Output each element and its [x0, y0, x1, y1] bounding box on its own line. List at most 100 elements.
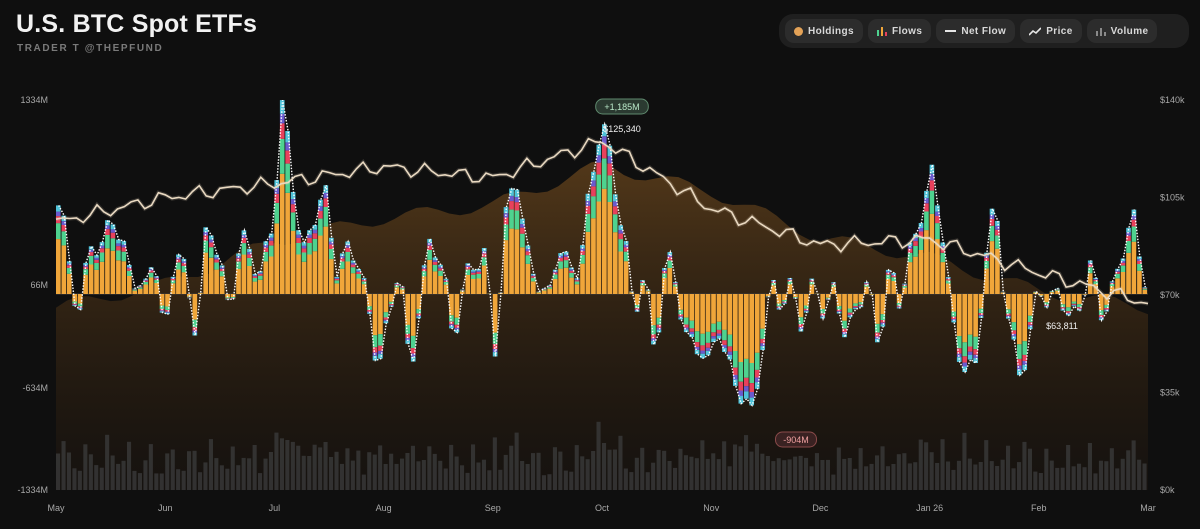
flow-bar-segment — [918, 237, 924, 250]
volume-bar — [1038, 473, 1043, 490]
flow-bar-segment — [831, 284, 836, 287]
flow-bar-segment — [722, 329, 727, 341]
flow-bar-segment — [596, 162, 602, 175]
flow-bar-segment — [345, 252, 351, 262]
flow-bar-segment — [312, 229, 318, 234]
volume-bar — [842, 458, 847, 490]
flow-bar-segment — [744, 377, 749, 387]
flows-toggle-button[interactable]: Flows — [867, 19, 932, 43]
flow-bar-segment — [181, 272, 187, 294]
flow-bar-segment — [782, 302, 787, 303]
flow-bar-segment — [312, 238, 318, 252]
right-axis-tick: $35k — [1160, 388, 1180, 398]
flow-bar-segment — [640, 281, 645, 283]
flow-bar-segment — [72, 303, 78, 305]
flow-bar-segment — [432, 260, 438, 262]
volume-bar — [814, 453, 819, 490]
flow-bar-segment — [689, 334, 695, 337]
volume-bar — [471, 444, 476, 490]
flow-bar-segment — [329, 249, 334, 260]
volume-bar — [481, 459, 486, 490]
flow-bar-segment — [77, 303, 83, 307]
flow-bar-segment — [623, 261, 629, 294]
flow-bar-segment — [290, 199, 296, 205]
max-price-label: $125,340 — [603, 124, 641, 134]
flow-bar-segment — [471, 272, 476, 275]
flow-bar-segment — [105, 229, 110, 235]
volume-bar — [400, 458, 405, 490]
flow-bar-segment — [569, 270, 574, 273]
flow-bar-segment — [722, 345, 727, 348]
volume-bar — [929, 452, 934, 490]
flow-bar-segment — [247, 248, 252, 253]
flow-bar-segment — [694, 346, 700, 350]
flow-bar-segment — [1027, 324, 1033, 327]
flow-bar-segment — [247, 266, 252, 294]
flow-bar-segment — [978, 313, 984, 315]
flow-bar-segment — [913, 256, 918, 294]
volume-bar — [1011, 468, 1016, 490]
flow-bar-segment — [1098, 317, 1104, 319]
volume-bar — [105, 434, 110, 490]
flow-bar-segment — [410, 335, 416, 349]
flow-bar-segment — [509, 228, 514, 294]
flow-bar-segment — [612, 214, 618, 233]
flow-bar-segment — [1071, 305, 1077, 307]
flow-bar-segment — [569, 269, 574, 271]
flow-bar-segment — [935, 239, 940, 294]
flow-bar-segment — [290, 212, 296, 231]
flow-bar-segment — [268, 240, 274, 246]
flow-bar-segment — [760, 343, 765, 347]
flow-bar-segment — [1066, 313, 1071, 316]
volume-toggle-button[interactable]: Volume — [1086, 19, 1158, 43]
flow-bar-segment — [978, 308, 984, 314]
flow-bar-segment — [323, 185, 329, 193]
flow-bar-segment — [274, 223, 280, 294]
flow-bar-segment — [667, 255, 673, 258]
flow-bar-segment — [225, 297, 230, 299]
flow-bar-segment — [896, 305, 902, 307]
volume-bar — [476, 462, 481, 490]
flow-bar-segment — [640, 285, 645, 294]
flow-bar-segment — [711, 323, 716, 333]
flow-bar-segment — [924, 190, 929, 199]
net-flow-toggle-button[interactable]: Net Flow — [936, 19, 1016, 43]
flow-bar-segment — [891, 277, 897, 281]
holdings-toggle-button[interactable]: Holdings — [785, 19, 863, 43]
flow-bar-segment — [1098, 294, 1104, 311]
flow-bar-segment — [656, 317, 662, 325]
flow-bar-segment — [683, 327, 689, 330]
volume-bar — [585, 459, 590, 490]
flow-bar-segment — [1093, 279, 1099, 282]
flow-bar-segment — [858, 304, 864, 306]
flow-bar-segment — [263, 241, 269, 245]
flow-bar-segment — [700, 345, 705, 351]
flow-bar-segment — [1131, 226, 1137, 242]
volume-bar — [1022, 441, 1027, 490]
flow-bar-segment — [552, 274, 558, 279]
min-flow-badge — [775, 431, 817, 448]
flow-bar-segment — [607, 145, 613, 157]
flow-bar-segment — [924, 230, 929, 294]
flow-bar-segment — [94, 255, 99, 258]
volume-bar — [754, 443, 759, 490]
flow-bar-segment — [208, 242, 214, 248]
volume-bar — [137, 473, 142, 490]
flow-bar-segment — [225, 294, 230, 298]
flow-bar-segment — [290, 204, 296, 213]
flow-bar-segment — [378, 350, 383, 355]
volume-bar — [738, 446, 743, 490]
flow-bar-segment — [61, 231, 67, 246]
flow-bar-segment — [66, 263, 72, 266]
flow-bar-segment — [591, 196, 596, 219]
flow-bar-segment — [241, 238, 247, 244]
flow-bar-segment — [268, 237, 274, 241]
volume-bar — [705, 458, 710, 490]
volume-bar — [94, 465, 99, 490]
flow-bar-segment — [99, 252, 105, 262]
price-toggle-button[interactable]: Price — [1020, 19, 1082, 43]
volume-bar — [793, 456, 798, 490]
x-axis-tick: Jul — [269, 503, 281, 513]
flow-bar-segment — [361, 284, 367, 294]
flow-bar-segment — [634, 308, 640, 310]
